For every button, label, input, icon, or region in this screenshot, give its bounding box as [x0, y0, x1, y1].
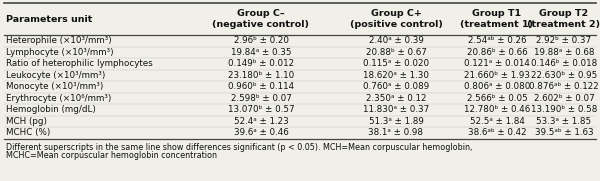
Text: 38.1ᵃ ± 0.98: 38.1ᵃ ± 0.98 [368, 128, 424, 137]
Text: 2.96ᵇ ± 0.20: 2.96ᵇ ± 0.20 [233, 36, 289, 45]
Text: Erythrocyte (×10⁶/mm³): Erythrocyte (×10⁶/mm³) [6, 94, 112, 103]
Text: 0.760ᵃ ± 0.089: 0.760ᵃ ± 0.089 [363, 82, 429, 91]
Text: 2.54ᵃᵇ ± 0.26: 2.54ᵃᵇ ± 0.26 [468, 36, 526, 45]
Text: Group C–
(negative control): Group C– (negative control) [212, 9, 310, 29]
Text: 0.876ᵃᵇ ± 0.122: 0.876ᵃᵇ ± 0.122 [529, 82, 599, 91]
Text: 2.92ᵇ ± 0.37: 2.92ᵇ ± 0.37 [536, 36, 592, 45]
Text: MCHC (%): MCHC (%) [6, 128, 50, 137]
Text: 2.566ᵇ ± 0.05: 2.566ᵇ ± 0.05 [467, 94, 527, 103]
Text: 0.806ᵃ ± 0.080: 0.806ᵃ ± 0.080 [464, 82, 530, 91]
Text: MCHC=Mean corpuscular hemoglobin concentration: MCHC=Mean corpuscular hemoglobin concent… [6, 151, 217, 161]
Text: 38.6ᵃᵇ ± 0.42: 38.6ᵃᵇ ± 0.42 [467, 128, 526, 137]
Text: 52.4ᵃ ± 1.23: 52.4ᵃ ± 1.23 [233, 117, 289, 126]
Text: 13.070ᵇ ± 0.57: 13.070ᵇ ± 0.57 [227, 105, 295, 114]
Text: 53.3ᵃ ± 1.85: 53.3ᵃ ± 1.85 [536, 117, 592, 126]
Text: Group T1
(treatment 1): Group T1 (treatment 1) [460, 9, 533, 29]
Text: 2.602ᵇ ± 0.07: 2.602ᵇ ± 0.07 [533, 94, 595, 103]
Text: 20.86ᵇ ± 0.66: 20.86ᵇ ± 0.66 [467, 48, 527, 57]
Text: 0.149ᵇ ± 0.012: 0.149ᵇ ± 0.012 [228, 59, 294, 68]
Text: 2.40ᵃ ± 0.39: 2.40ᵃ ± 0.39 [368, 36, 424, 45]
Text: 39.5ᵃᵇ ± 1.63: 39.5ᵃᵇ ± 1.63 [535, 128, 593, 137]
Text: Lymphocyte (×10³/mm³): Lymphocyte (×10³/mm³) [6, 48, 113, 57]
Text: 22.630ᵇ ± 0.95: 22.630ᵇ ± 0.95 [531, 71, 597, 80]
Text: Group C+
(positive control): Group C+ (positive control) [350, 9, 442, 29]
Text: 21.660ᵇ ± 1.93: 21.660ᵇ ± 1.93 [464, 71, 530, 80]
Text: 13.190ᵇ ± 0.58: 13.190ᵇ ± 0.58 [531, 105, 597, 114]
Text: Parameters unit: Parameters unit [6, 14, 92, 24]
Text: 23.180ᵇ ± 1.10: 23.180ᵇ ± 1.10 [228, 71, 294, 80]
Text: MCH (pg): MCH (pg) [6, 117, 47, 126]
Text: 2.350ᵃ ± 0.12: 2.350ᵃ ± 0.12 [366, 94, 426, 103]
Text: Different superscripts in the same line show differences significant (p < 0.05).: Different superscripts in the same line … [6, 142, 472, 151]
Text: 2.598ᵇ ± 0.07: 2.598ᵇ ± 0.07 [230, 94, 292, 103]
Text: 19.88ᵃ ± 0.68: 19.88ᵃ ± 0.68 [534, 48, 594, 57]
Text: 12.780ᵇ ± 0.46: 12.780ᵇ ± 0.46 [464, 105, 530, 114]
Text: 0.121ᵃ ± 0.014: 0.121ᵃ ± 0.014 [464, 59, 530, 68]
Text: Hemoglobin (mg/dL): Hemoglobin (mg/dL) [6, 105, 96, 114]
Text: 0.146ᵇ ± 0.018: 0.146ᵇ ± 0.018 [531, 59, 597, 68]
Text: Heterophile (×10³/mm³): Heterophile (×10³/mm³) [6, 36, 112, 45]
Text: Group T2
(treatment 2): Group T2 (treatment 2) [527, 9, 600, 29]
Text: 20.88ᵇ ± 0.67: 20.88ᵇ ± 0.67 [365, 48, 427, 57]
Text: 51.3ᵃ ± 1.89: 51.3ᵃ ± 1.89 [368, 117, 424, 126]
Text: 0.960ᵇ ± 0.114: 0.960ᵇ ± 0.114 [228, 82, 294, 91]
Text: 52.5ᵃ ± 1.84: 52.5ᵃ ± 1.84 [470, 117, 524, 126]
Text: Monocyte (×10³/mm³): Monocyte (×10³/mm³) [6, 82, 103, 91]
Text: 18.620ᵃ ± 1.30: 18.620ᵃ ± 1.30 [363, 71, 429, 80]
Text: 39.6ᵃ ± 0.46: 39.6ᵃ ± 0.46 [233, 128, 289, 137]
Text: Leukocyte (×10³/mm³): Leukocyte (×10³/mm³) [6, 71, 106, 80]
Text: 0.115ᵃ ± 0.020: 0.115ᵃ ± 0.020 [363, 59, 429, 68]
Text: 19.84ᵃ ± 0.35: 19.84ᵃ ± 0.35 [231, 48, 291, 57]
Text: Ratio of heterophilic lymphocytes: Ratio of heterophilic lymphocytes [6, 59, 153, 68]
Text: 11.830ᵃ ± 0.37: 11.830ᵃ ± 0.37 [363, 105, 429, 114]
